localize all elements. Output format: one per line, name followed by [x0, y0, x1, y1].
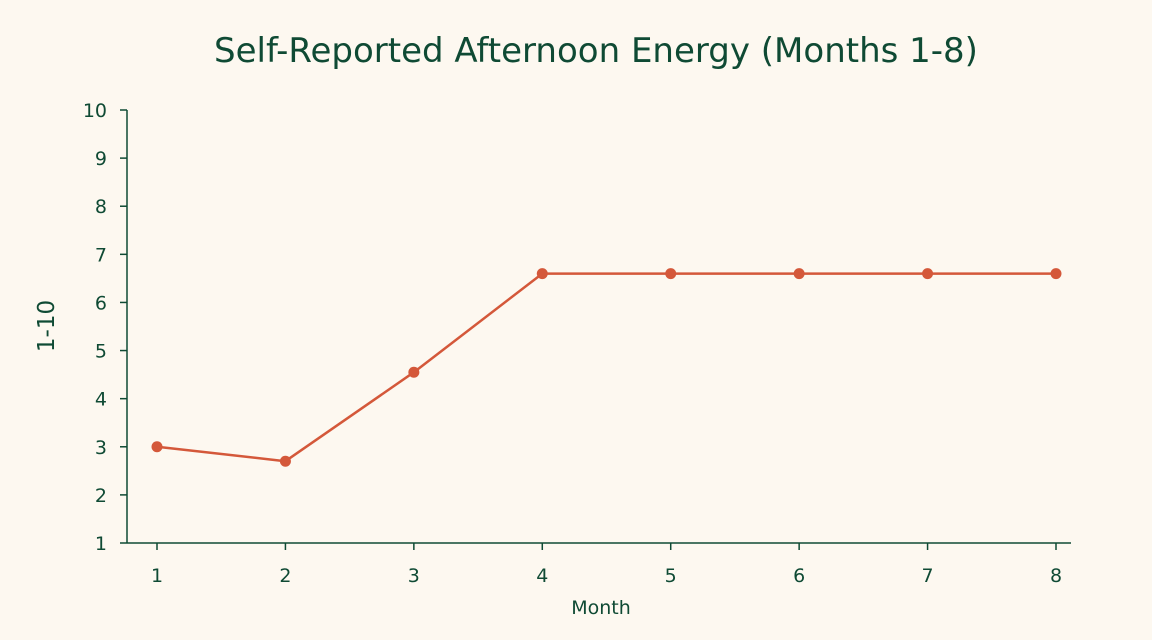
y-axis-ticks: 1 2 3 4 5 6 7 8 9 10: [83, 100, 127, 555]
data-point: [151, 441, 163, 453]
data-point: [408, 366, 420, 378]
series-line: [156, 272, 1056, 463]
data-point: [793, 268, 805, 280]
data-point: [922, 268, 934, 280]
y-tick-label: 9: [95, 148, 107, 170]
data-point: [279, 455, 291, 467]
x-tick-label: 2: [279, 565, 291, 587]
chart-title: Self-Reported Afternoon Energy (Months 1…: [214, 31, 978, 71]
x-tick-label: 5: [665, 565, 677, 587]
y-tick-label: 5: [95, 341, 107, 363]
y-tick-label: 4: [95, 389, 107, 411]
y-tick-label: 8: [95, 196, 107, 218]
y-tick-label: 10: [83, 100, 107, 122]
x-tick-label: 1: [151, 565, 163, 587]
y-tick-label: 1: [95, 533, 107, 555]
y-tick-label: 2: [95, 485, 107, 507]
data-point: [665, 268, 677, 280]
data-point: [536, 268, 548, 280]
x-tick-label: 6: [793, 565, 805, 587]
x-tick-label: 4: [536, 565, 548, 587]
series-group: [151, 268, 1062, 467]
x-axis-label: Month: [571, 597, 631, 619]
data-point: [1050, 268, 1062, 280]
y-tick-label: 7: [95, 244, 107, 266]
axes: [126, 110, 1071, 544]
y-axis-label: 1-10: [34, 300, 60, 352]
y-tick-label: 6: [95, 292, 107, 314]
x-tick-label: 8: [1050, 565, 1062, 587]
x-tick-label: 3: [408, 565, 420, 587]
y-tick-label: 3: [95, 437, 107, 459]
x-axis-ticks: 1 2 3 4 5 6 7 8: [151, 543, 1062, 587]
x-tick-label: 7: [922, 565, 934, 587]
